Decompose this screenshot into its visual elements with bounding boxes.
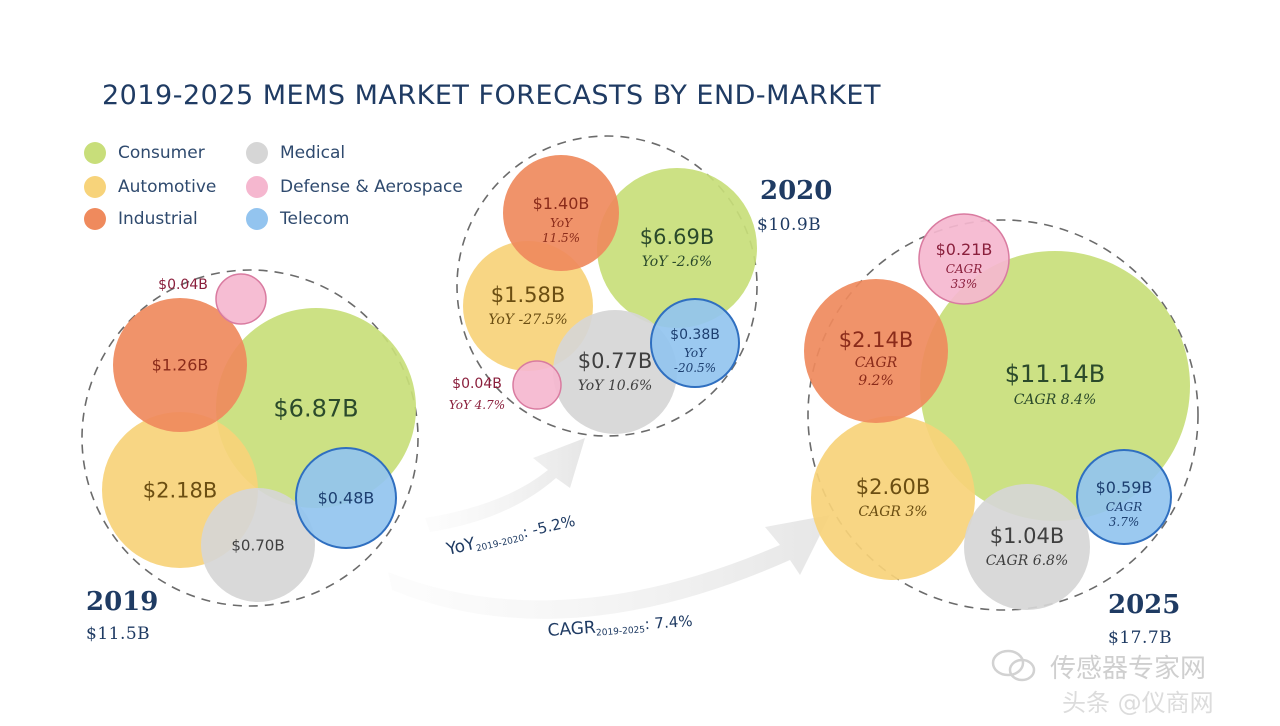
legend-item-automotive: Automotive: [84, 176, 216, 198]
value-label-medical-2025: $1.04B: [990, 524, 1065, 548]
note-label-industrial-2020: YoY 11.5%: [542, 216, 580, 245]
legend-swatch: [246, 142, 268, 164]
value-label-industrial-2019: $1.26B: [152, 356, 209, 375]
legend-swatch: [84, 176, 106, 198]
year-label-2019: 2019: [86, 587, 159, 617]
note-label-telecom-2020: YoY -20.5%: [674, 346, 716, 375]
value-label-medical-2020: $0.77B: [578, 349, 653, 373]
bubble-group-2019: $6.87B $2.18B $0.70B $1.26B $0.48B $0.04B: [81, 269, 419, 607]
watermark-line2: 头条 @仪商网: [1062, 689, 1214, 717]
value-label-consumer-2020: $6.69B: [640, 225, 715, 249]
watermark-line1: 传感器专家网: [1050, 654, 1207, 684]
legend-item-defense-aerospace: Defense & Aerospace: [246, 176, 463, 198]
bubble-group-2020: $6.69B YoY -2.6% $1.58B YoY -27.5% $0.77B YoY…: [449, 135, 758, 437]
growth-arrows: [388, 438, 830, 619]
group-outline-2020: [456, 135, 758, 437]
wechat-icon: [991, 649, 1036, 682]
legend-label: Consumer: [118, 143, 205, 163]
chart-title: 2019-2025 MEMS MARKET FORECASTS BY END-M…: [102, 80, 881, 111]
yoy-arrow: [425, 438, 585, 532]
value-label-industrial-2020: $1.40B: [533, 194, 590, 213]
value-label-telecom-2025: $0.59B: [1096, 478, 1153, 497]
growth-labels: YoY2019-2020: -5.2% CAGR2019-2025: 7.4%: [444, 512, 693, 642]
legend-label: Industrial: [118, 209, 198, 229]
bubble-industrial-2020: [503, 155, 619, 271]
legend-item-medical: Medical: [246, 142, 345, 164]
bubble-industrial-2019: [113, 298, 247, 432]
note-label-defense-aerospace-2025: CAGR 33%: [946, 262, 982, 291]
value-label-defense-aerospace-2020: $0.04B: [452, 376, 502, 392]
bubble-medical-2019: [201, 488, 315, 602]
year-label-2020: 2020: [760, 176, 833, 206]
legend-label: Automotive: [118, 177, 217, 197]
legend-label: Telecom: [280, 209, 350, 229]
legend-label: Defense & Aerospace: [280, 177, 463, 197]
bubble-consumer-2020: [597, 168, 757, 328]
value-label-medical-2019: $0.70B: [231, 536, 284, 554]
bubble-medical-2025: [964, 484, 1090, 610]
bubble-defense-aerospace-2020: [512, 360, 562, 410]
note-label-consumer-2020: YoY -2.6%: [642, 254, 712, 270]
value-label-automotive-2020: $1.58B: [491, 283, 566, 307]
note-label-defense-aerospace-2020: YoY 4.7%: [449, 398, 505, 412]
note-label-consumer-2025: CAGR 8.4%: [1014, 392, 1097, 408]
cagr-arrow: [388, 515, 830, 619]
bubble-medical-2020: [553, 310, 677, 434]
legend-item-industrial: Industrial: [84, 208, 198, 230]
legend-swatch: [246, 208, 268, 230]
bubble-industrial-2025: [804, 279, 948, 423]
legend-item-consumer: Consumer: [84, 142, 205, 164]
note-label-industrial-2025: CAGR 9.2%: [855, 355, 898, 389]
year-total-2020: $10.9B: [757, 215, 822, 235]
value-label-telecom-2019: $0.48B: [318, 489, 375, 508]
legend-item-telecom: Telecom: [246, 208, 349, 230]
bubble-automotive-2020: [463, 241, 593, 371]
legend-swatch: [84, 142, 106, 164]
bubble-defense-aerospace-2025: [918, 213, 1010, 305]
note-label-medical-2020: YoY 10.6%: [578, 378, 653, 394]
bubble-telecom-2020: [650, 298, 740, 388]
cagr-label: CAGR2019-2025: 7.4%: [547, 611, 693, 642]
legend-swatch: [246, 176, 268, 198]
value-label-consumer-2019: $6.87B: [273, 394, 358, 422]
note-label-automotive-2025: CAGR 3%: [858, 504, 927, 520]
year-total-2025: $17.7B: [1108, 628, 1173, 648]
bubble-telecom-2019: [295, 447, 397, 549]
note-label-telecom-2025: CAGR 3.7%: [1106, 500, 1142, 529]
group-outline-2025: [807, 219, 1199, 611]
bubble-defense-aerospace-2019: [215, 273, 267, 325]
bubble-group-2025: $11.14B CAGR 8.4% $2.60B CAGR 3% $1.04B CAGR …: [804, 213, 1199, 611]
note-label-automotive-2020: YoY -27.5%: [488, 312, 567, 328]
bubble-telecom-2025: [1076, 449, 1172, 545]
value-label-defense-aerospace-2019: $0.04B: [158, 277, 208, 293]
year-label-2025: 2025: [1108, 590, 1181, 620]
legend-swatch: [84, 208, 106, 230]
note-label-medical-2025: CAGR 6.8%: [986, 553, 1069, 569]
value-label-consumer-2025: $11.14B: [1005, 360, 1105, 388]
legend-label: Medical: [280, 143, 346, 163]
year-total-2019: $11.5B: [86, 624, 151, 644]
value-label-automotive-2025: $2.60B: [856, 475, 931, 499]
value-label-telecom-2020: $0.38B: [670, 327, 720, 343]
value-label-defense-aerospace-2025: $0.21B: [936, 240, 993, 259]
value-label-industrial-2025: $2.14B: [839, 328, 914, 352]
group-outline-2019: [81, 269, 419, 607]
bubble-automotive-2025: [811, 416, 975, 580]
value-label-automotive-2019: $2.18B: [143, 478, 218, 502]
